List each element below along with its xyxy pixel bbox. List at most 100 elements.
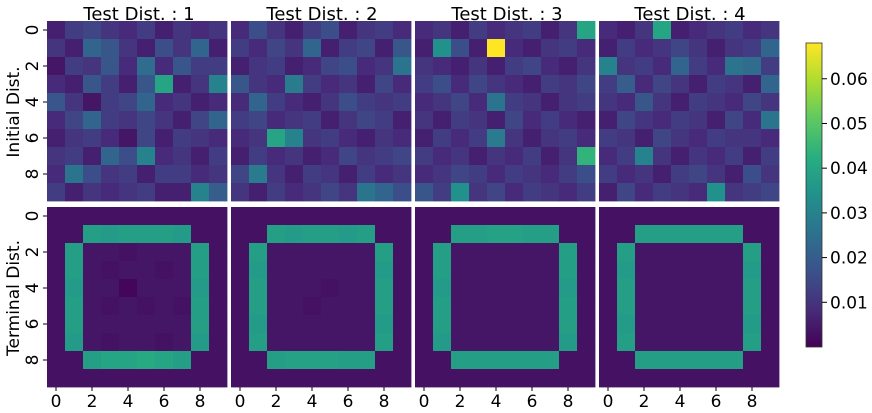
heatmap-cell <box>635 369 654 388</box>
heatmap-cell <box>635 297 654 316</box>
heatmap-cell <box>119 21 138 40</box>
heatmap-cell <box>231 75 250 94</box>
heatmap-cell <box>469 147 488 166</box>
heatmap-cell <box>725 261 744 280</box>
heatmap-cell <box>707 57 726 76</box>
heatmap-cell <box>339 57 358 76</box>
heatmap-cell <box>743 297 762 316</box>
heatmap-cell <box>469 21 488 40</box>
heatmap-cell <box>487 243 506 262</box>
heatmap-cell <box>209 207 228 226</box>
heatmap-cell <box>469 297 488 316</box>
heatmap-cell <box>249 39 268 58</box>
heatmap-cell <box>451 315 470 334</box>
colorbar-tick-label: 0.02 <box>830 249 868 269</box>
heatmap-cell <box>231 351 250 370</box>
heatmap-cell <box>137 279 156 298</box>
heatmap-cell <box>451 333 470 352</box>
heatmap-cell <box>155 57 174 76</box>
heatmap-cell <box>137 333 156 352</box>
heatmap-cell <box>469 39 488 58</box>
heatmap-cell <box>173 333 192 352</box>
heatmap-cell <box>375 57 394 76</box>
heatmap-cell <box>101 207 120 226</box>
heatmap-cell <box>523 39 542 58</box>
heatmap-panels <box>47 21 780 388</box>
heatmap-cell <box>635 243 654 262</box>
heatmap-cell <box>689 147 708 166</box>
heatmap-cell <box>267 165 286 184</box>
heatmap-cell <box>541 369 560 388</box>
heatmap-cell <box>173 207 192 226</box>
heatmap-cell <box>559 369 578 388</box>
heatmap-cell <box>101 297 120 316</box>
heatmap-cell <box>725 93 744 112</box>
x-tick-label: 0 <box>235 392 246 412</box>
heatmap-cell <box>173 57 192 76</box>
heatmap-cell <box>577 57 596 76</box>
heatmap-cell <box>339 351 358 370</box>
x-tick-label: 0 <box>419 392 430 412</box>
heatmap-cell <box>303 333 322 352</box>
heatmap-cell <box>47 147 66 166</box>
heatmap-cell <box>541 111 560 130</box>
heatmap-cell <box>357 57 376 76</box>
heatmap-cell <box>339 333 358 352</box>
heatmap-cell <box>303 225 322 244</box>
heatmap-cell <box>451 183 470 202</box>
heatmap-cell <box>599 147 618 166</box>
heatmap-cell <box>209 57 228 76</box>
heatmap-cell <box>47 129 66 148</box>
heatmap-cell <box>191 225 210 244</box>
heatmap-cell <box>231 165 250 184</box>
heatmap-cell <box>83 369 102 388</box>
heatmap-cell <box>505 279 524 298</box>
heatmap-cell <box>65 183 84 202</box>
heatmap-cell <box>339 183 358 202</box>
heatmap-cell <box>451 75 470 94</box>
heatmap-cell <box>707 261 726 280</box>
heatmap-cell <box>469 129 488 148</box>
heatmap-cell <box>137 369 156 388</box>
heatmap-cell <box>599 225 618 244</box>
heatmap-cell <box>65 147 84 166</box>
heatmap-cell <box>209 21 228 40</box>
heatmap-cell <box>101 261 120 280</box>
heatmap-cell <box>577 93 596 112</box>
heatmap-cell <box>559 57 578 76</box>
heatmap-cell <box>357 75 376 94</box>
heatmap-cell <box>451 261 470 280</box>
column-title-3: Test Dist. : 3 <box>450 4 562 25</box>
heatmap-cell <box>303 39 322 58</box>
heatmap-cell <box>671 147 690 166</box>
heatmap-cell <box>119 75 138 94</box>
heatmap-cell <box>303 261 322 280</box>
heatmap-cell <box>321 207 340 226</box>
heatmap-cell <box>707 279 726 298</box>
heatmap-cell <box>191 111 210 130</box>
heatmap-cell <box>761 297 780 316</box>
heatmap-cell <box>83 297 102 316</box>
heatmap-cell <box>653 165 672 184</box>
heatmap-cell <box>451 93 470 112</box>
heatmap-cell <box>671 315 690 334</box>
heatmap-cell <box>155 207 174 226</box>
heatmap-cell <box>209 261 228 280</box>
heatmap-cell <box>707 351 726 370</box>
heatmap-cell <box>321 147 340 166</box>
colorbar-tick-label: 0.03 <box>830 204 868 224</box>
heatmap-cell <box>119 183 138 202</box>
heatmap-cell <box>393 39 412 58</box>
heatmap-cell <box>523 129 542 148</box>
heatmap-cell <box>303 129 322 148</box>
heatmap-cell <box>761 333 780 352</box>
heatmap-cell <box>523 243 542 262</box>
heatmap-cell <box>267 111 286 130</box>
x-tick-label: 4 <box>675 392 686 412</box>
heatmap-cell <box>725 315 744 334</box>
heatmap-cell <box>541 165 560 184</box>
heatmap-cell <box>155 75 174 94</box>
heatmap-cell <box>137 207 156 226</box>
heatmap-cell <box>743 333 762 352</box>
heatmap-cell <box>137 261 156 280</box>
